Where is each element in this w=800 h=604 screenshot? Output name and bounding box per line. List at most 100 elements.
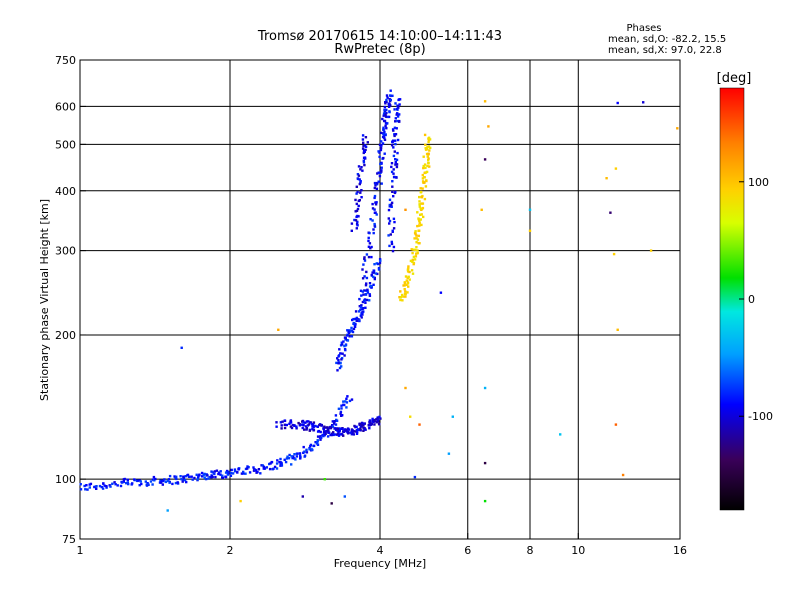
data-point — [416, 249, 419, 252]
data-point — [119, 484, 123, 488]
data-point — [361, 147, 365, 150]
data-point — [388, 205, 391, 208]
data-point — [133, 478, 136, 481]
data-point — [422, 166, 425, 170]
data-point — [300, 423, 304, 426]
data-point — [375, 187, 379, 190]
data-point — [350, 329, 354, 332]
data-point — [279, 421, 283, 424]
data-point — [184, 475, 187, 478]
data-point — [380, 170, 383, 173]
data-point — [392, 146, 395, 149]
data-point — [353, 218, 356, 222]
data-point — [299, 454, 302, 457]
data-point — [254, 469, 258, 472]
data-point — [357, 310, 361, 313]
data-point — [353, 424, 356, 428]
data-point — [359, 181, 362, 184]
data-point — [287, 457, 291, 460]
data-point — [411, 260, 414, 263]
data-point — [289, 425, 293, 428]
data-point — [408, 278, 411, 281]
data-point — [359, 422, 362, 425]
data-point — [424, 185, 428, 188]
data-point — [407, 267, 410, 270]
data-point — [410, 269, 414, 272]
data-point — [95, 487, 98, 490]
data-point — [364, 293, 368, 296]
data-point — [327, 431, 330, 434]
data-point — [180, 346, 183, 349]
data-point — [336, 429, 339, 432]
data-point — [385, 127, 388, 130]
data-point — [427, 162, 430, 165]
data-point — [375, 213, 378, 216]
data-point — [394, 161, 397, 164]
data-point — [405, 279, 408, 282]
data-point — [210, 476, 213, 479]
data-point — [361, 311, 364, 315]
data-point — [301, 426, 304, 430]
data-point — [416, 224, 419, 228]
data-point — [380, 131, 383, 135]
data-point — [283, 426, 287, 430]
data-point — [382, 126, 385, 129]
data-point — [386, 115, 389, 119]
data-point — [273, 465, 277, 469]
data-point — [364, 306, 367, 309]
data-point — [305, 428, 308, 431]
data-point — [164, 480, 167, 484]
data-point — [337, 434, 341, 437]
data-point — [127, 482, 130, 486]
data-point — [375, 421, 378, 424]
data-point — [373, 186, 376, 190]
data-point — [380, 144, 383, 147]
data-point — [339, 352, 342, 355]
data-point — [219, 470, 222, 473]
data-point — [285, 423, 288, 427]
data-point — [395, 158, 399, 162]
data-point — [392, 154, 396, 158]
data-point — [349, 431, 352, 434]
data-point — [393, 108, 396, 111]
data-point — [407, 265, 410, 268]
data-point — [227, 472, 230, 475]
data-point — [226, 473, 229, 476]
data-point — [403, 288, 406, 291]
data-point — [649, 249, 653, 252]
data-point — [179, 475, 182, 478]
data-point — [378, 261, 382, 265]
data-point — [302, 421, 305, 424]
data-point — [116, 484, 119, 487]
data-point — [347, 428, 350, 431]
data-point — [240, 472, 244, 475]
data-point — [414, 248, 417, 252]
data-point — [369, 247, 372, 250]
data-point — [308, 446, 311, 450]
data-point — [202, 474, 205, 477]
data-point — [377, 422, 381, 426]
data-point — [417, 234, 420, 238]
data-point — [355, 185, 358, 188]
data-point — [311, 423, 315, 426]
data-point — [379, 146, 383, 150]
data-point — [419, 218, 422, 221]
data-point — [360, 421, 364, 425]
data-point — [373, 196, 376, 200]
data-point — [362, 307, 365, 310]
data-point — [559, 433, 562, 436]
data-point — [358, 297, 361, 301]
data-point — [301, 495, 304, 498]
data-point — [483, 100, 487, 103]
data-point — [144, 480, 147, 483]
data-point — [344, 348, 347, 352]
data-point — [612, 252, 616, 256]
data-point — [380, 166, 383, 169]
data-point — [390, 144, 394, 147]
data-point — [418, 200, 421, 203]
data-point — [389, 89, 392, 92]
data-point — [231, 472, 235, 475]
data-point — [200, 471, 204, 475]
data-point — [312, 444, 316, 447]
data-point — [388, 219, 392, 223]
